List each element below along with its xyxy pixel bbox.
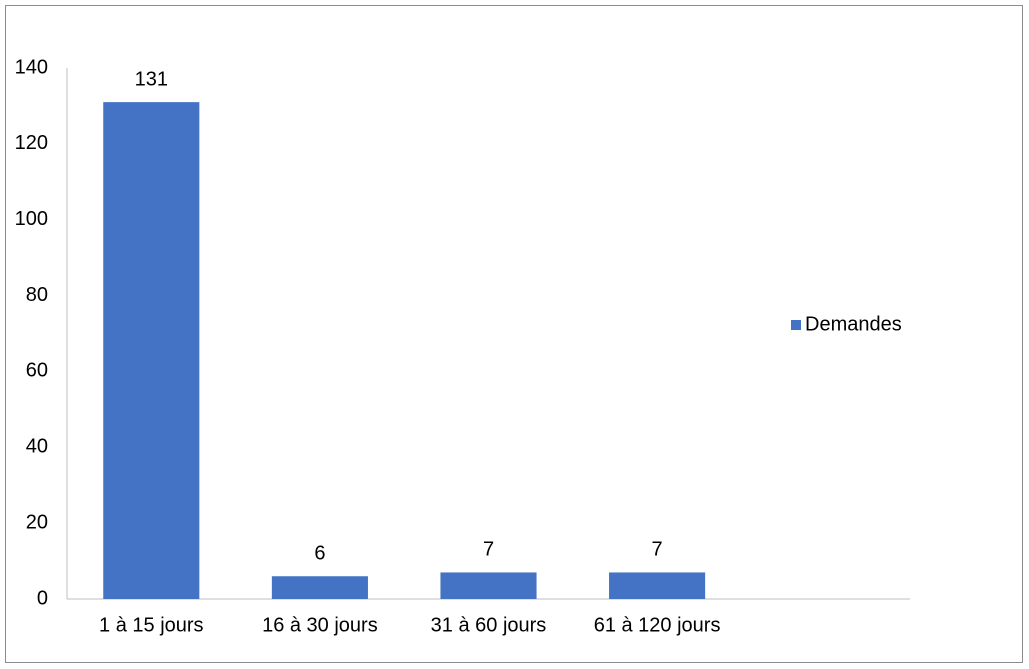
bar [440, 572, 537, 599]
x-tick-label: 61 à 120 jours [594, 614, 721, 636]
bar [103, 102, 200, 599]
x-tick-label: 16 à 30 jours [262, 614, 378, 636]
x-tick-label: 1 à 15 jours [99, 614, 204, 636]
data-label: 131 [135, 68, 168, 90]
legend-label: Demandes [805, 313, 902, 335]
y-tick-label: 40 [26, 436, 48, 458]
data-label: 7 [483, 539, 494, 561]
y-tick-label: 140 [15, 56, 48, 78]
y-tick-label: 100 [15, 208, 48, 230]
legend-swatch [791, 320, 801, 330]
data-label: 7 [652, 539, 663, 561]
y-tick-label: 0 [37, 587, 48, 609]
data-label: 6 [314, 543, 325, 565]
y-tick-label: 120 [15, 132, 48, 154]
y-tick-label: 80 [26, 284, 48, 306]
y-tick-label: 60 [26, 360, 48, 382]
bar [609, 572, 706, 599]
bar [271, 576, 368, 599]
x-tick-label: 31 à 60 jours [431, 614, 547, 636]
y-tick-label: 20 [26, 511, 48, 533]
